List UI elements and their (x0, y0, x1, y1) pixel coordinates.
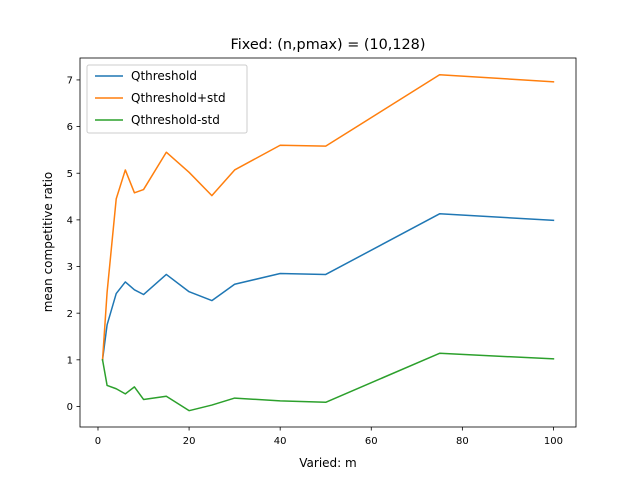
x-tick-label: 40 (274, 436, 287, 447)
x-tick-label: 80 (456, 436, 469, 447)
legend-label: Qthreshold+std (131, 91, 226, 105)
plot-area-frame (79, 57, 577, 428)
x-tick-label: 60 (365, 436, 378, 447)
series-line-2 (101, 74, 555, 361)
legend-label: Qthreshold (131, 69, 197, 83)
x-axis-ticks: 0 20 40 60 80 100 (95, 427, 563, 447)
y-axis-ticks: 0 1 2 3 4 5 6 7 (67, 76, 80, 413)
legend-box (86, 64, 248, 134)
y-tick-label: 7 (67, 76, 73, 87)
series-line-1 (101, 213, 555, 361)
y-axis-label: mean competitive ratio (41, 172, 55, 313)
y-tick-label: 2 (67, 309, 73, 320)
chart-title: Fixed: (n,pmax) = (10,128) (231, 37, 426, 53)
y-tick-label: 1 (67, 355, 73, 366)
x-tick-label: 100 (544, 436, 563, 447)
y-tick-label: 5 (67, 169, 73, 180)
y-tick-label: 4 (67, 215, 73, 226)
series-line-3 (101, 352, 555, 412)
x-tick-label: 20 (183, 436, 196, 447)
y-tick-label: 6 (67, 122, 73, 133)
legend: Qthreshold Qthreshold+std Qthreshold-std (86, 64, 248, 134)
legend-label: Qthreshold-std (131, 113, 220, 127)
x-tick-label: 0 (95, 436, 101, 447)
y-tick-label: 3 (67, 262, 73, 273)
series-layer (101, 74, 555, 412)
x-axis-label: Varied: m (299, 456, 356, 470)
legend-items: Qthreshold Qthreshold+std Qthreshold-std (95, 69, 226, 127)
y-tick-label: 0 (67, 402, 73, 413)
